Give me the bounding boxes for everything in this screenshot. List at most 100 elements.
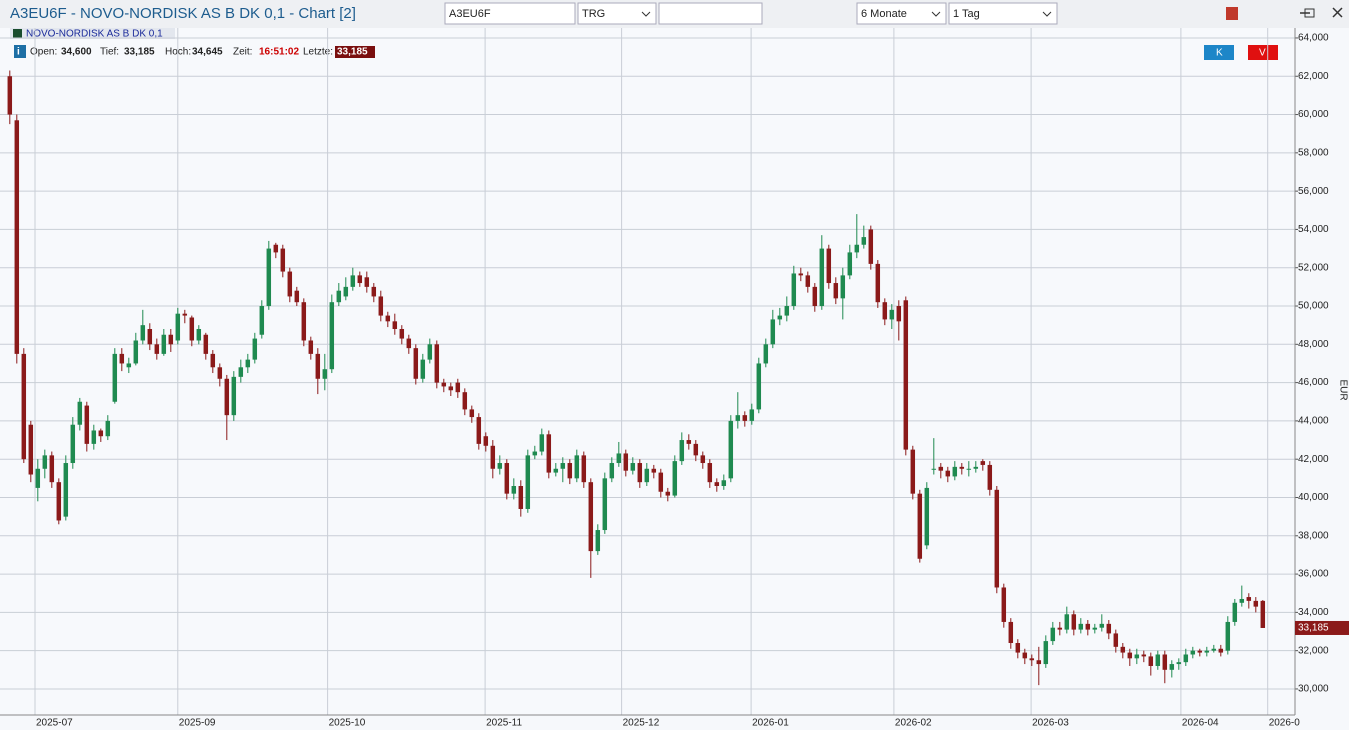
y-tick-label: 64,000: [1298, 33, 1329, 44]
candle-body: [140, 325, 146, 341]
candle-body: [735, 415, 741, 421]
candle-body: [371, 286, 377, 297]
y-tick-label: 32,000: [1298, 645, 1329, 656]
candle-body: [623, 453, 629, 471]
field-label: Zeit:: [233, 47, 252, 58]
maximize[interactable]: [1304, 8, 1315, 18]
candle-body: [1260, 600, 1266, 628]
candle-body: [364, 277, 370, 287]
candle-body: [854, 244, 860, 253]
candle-body: [441, 382, 447, 387]
candle-body: [973, 466, 979, 469]
candle-body: [637, 463, 643, 483]
candle-body: [693, 443, 699, 456]
candle-body: [1008, 621, 1014, 644]
empty-select[interactable]: [658, 2, 763, 25]
candle-body: [959, 466, 965, 469]
candle-body: [49, 455, 55, 483]
candle-body: [651, 468, 657, 473]
candle-body: [1183, 654, 1189, 663]
candle-body: [126, 363, 132, 368]
candle-body: [1197, 650, 1203, 653]
candle-body: [931, 468, 937, 470]
candle-body: [1204, 650, 1210, 653]
period-select[interactable]: [856, 2, 947, 25]
candle-body: [630, 463, 636, 471]
interval-select[interactable]: [948, 2, 1058, 25]
candle-body: [112, 353, 118, 402]
y-axis-label: EUR: [1337, 379, 1348, 400]
candle-body: [203, 334, 209, 354]
candle-body: [595, 530, 601, 552]
candle-body: [42, 455, 48, 469]
candle-body: [812, 286, 818, 307]
y-tick-label: 62,000: [1298, 71, 1329, 82]
candle-body: [28, 424, 34, 475]
tool-icon[interactable]: [1226, 7, 1238, 20]
field-value: 33,185: [124, 47, 155, 58]
y-tick-label: 60,000: [1298, 109, 1329, 120]
candle-body: [252, 338, 258, 360]
candle-body: [770, 319, 776, 345]
info-icon[interactable]: [14, 45, 26, 58]
x-tick-label: 2025-07: [36, 718, 73, 729]
candle-body: [434, 344, 440, 383]
candle-body: [1085, 623, 1091, 630]
candle-body: [1218, 648, 1224, 653]
candle-body: [196, 328, 202, 341]
candle-body: [1120, 646, 1126, 653]
candle-body: [406, 338, 412, 349]
candle-body: [224, 378, 230, 416]
candle-body: [742, 415, 748, 421]
sell-button[interactable]: [1248, 45, 1278, 60]
y-tick-label: 34,000: [1298, 607, 1329, 618]
candle-body: [70, 424, 76, 464]
field-value: 34,645: [192, 47, 223, 58]
candle-body: [1253, 600, 1259, 607]
candle-body: [924, 487, 930, 546]
dropdown-arrow: [931, 11, 941, 17]
exchange-select[interactable]: [577, 2, 657, 25]
symbol-input[interactable]: [444, 2, 576, 25]
candle-body: [1106, 623, 1112, 634]
candle-body: [448, 386, 454, 391]
candle-body: [826, 248, 832, 284]
candle-body: [154, 344, 160, 354]
candle-body: [1043, 641, 1049, 665]
candle-body: [1225, 621, 1231, 651]
candle-body: [952, 466, 958, 477]
candle-body: [700, 455, 706, 464]
candle-body: [1211, 648, 1217, 651]
candle-body: [798, 273, 804, 276]
candle-body: [567, 463, 573, 479]
candle-body: [511, 486, 517, 494]
candle-body: [987, 464, 993, 490]
candle-body: [532, 451, 538, 456]
candle-body: [385, 315, 391, 322]
candle-body: [1113, 633, 1119, 647]
candle-body: [168, 334, 174, 345]
candle-body: [1029, 658, 1035, 661]
buy-button[interactable]: [1204, 45, 1234, 60]
x-tick-label: 2026-0: [1269, 718, 1301, 729]
info-icon-glyph: i: [17, 47, 20, 58]
candle-body: [119, 353, 125, 364]
exchange-text: TRG: [582, 8, 605, 20]
field-value: 16:51:02: [259, 47, 299, 58]
field-label: Tief:: [100, 47, 119, 58]
y-tick-label: 40,000: [1298, 492, 1329, 503]
candle-body: [266, 248, 272, 307]
candle-body: [679, 440, 685, 462]
candle-body: [245, 359, 251, 368]
window-title: A3EU6F - NOVO-NORDISK AS B DK 0,1 - Char…: [10, 5, 356, 22]
candle-body: [7, 76, 13, 115]
candle-body: [994, 489, 1000, 588]
candle-body: [602, 478, 608, 531]
candle-body: [1036, 660, 1042, 665]
candle-body: [756, 363, 762, 410]
candle-body: [210, 353, 216, 368]
candle-body: [413, 348, 419, 379]
dropdown-arrow: [1042, 11, 1052, 17]
